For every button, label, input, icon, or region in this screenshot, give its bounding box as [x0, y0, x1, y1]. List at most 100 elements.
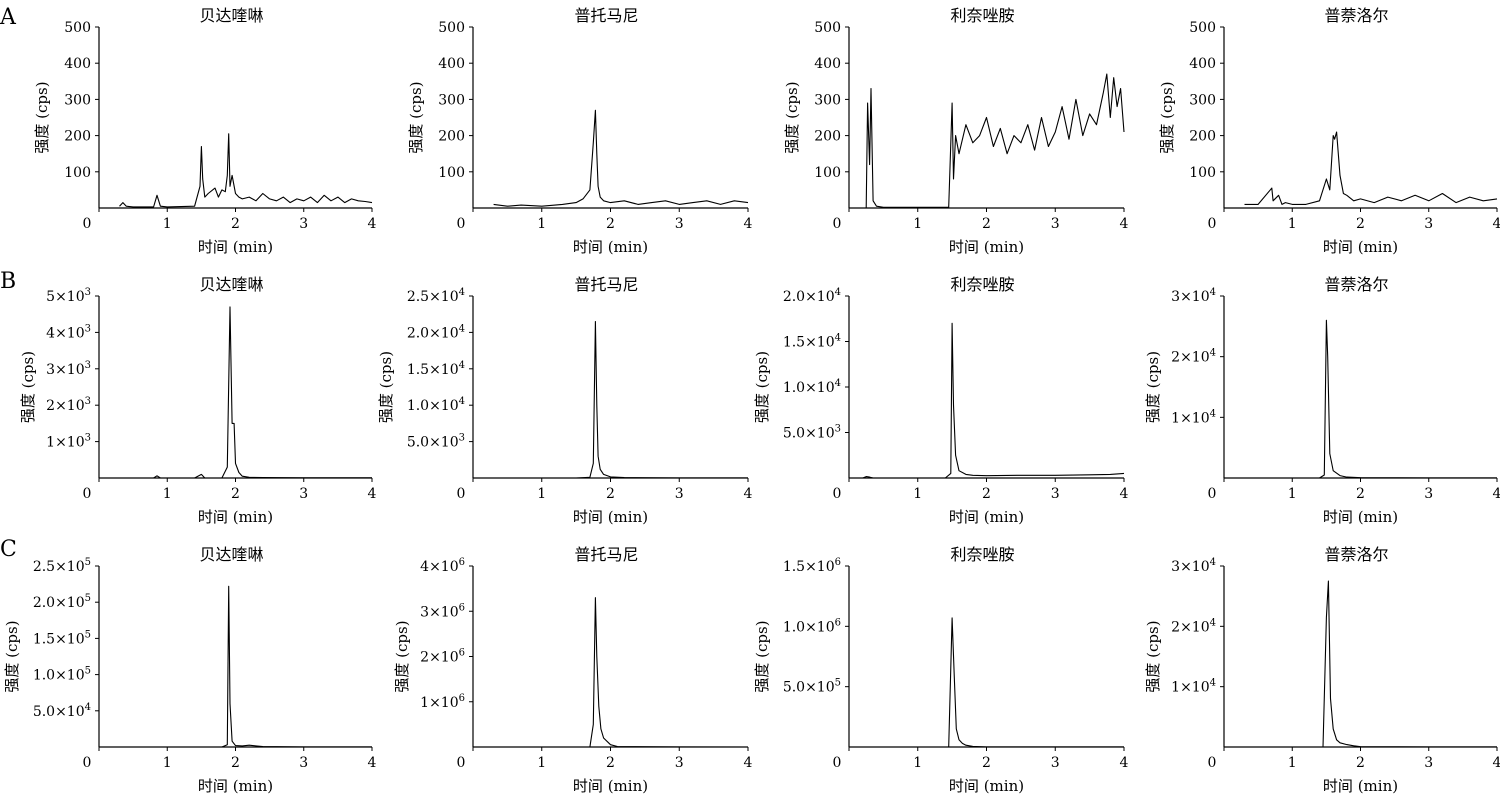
panel-a-3-y-tick-label: 100 [814, 165, 841, 181]
panel-b-4-title: 普萘洛尔 [1324, 275, 1388, 294]
panel-b-4-series-line [1244, 319, 1497, 479]
panel-c-3-y-tick-label: 1.5×106 [783, 557, 841, 575]
panel-c-4: 普萘洛尔 0 1 2 3 4 时间 (min) 1×104 2×104 3×104 强度 (cps) [1144, 545, 1500, 795]
panel-a-3-y-tick-label: 300 [814, 92, 841, 108]
panel-b-1: 贝达喹啉 0 1 2 3 4 时间 (min) 1×103 2×103 3×103 4×103 5×1… [19, 275, 377, 526]
panel-a-4-x-tick-label: 0 [1208, 216, 1217, 232]
panel-a-4-y-tick-label: 400 [1189, 56, 1216, 72]
row-label-a: A [0, 5, 17, 30]
panel-a-2-x-tick-label: 1 [537, 216, 546, 232]
panel-a-3-x-tick-label: 2 [982, 216, 991, 232]
panel-c-2-x-tick-label: 3 [675, 755, 684, 771]
panel-c-1-y-tick-label: 5.0×104 [33, 702, 91, 720]
panel-c-3-y-label: 强度 (cps) [753, 620, 771, 692]
panel-b-4-x-tick-label: 2 [1356, 486, 1365, 502]
panel-c-2-title: 普托马尼 [574, 545, 638, 564]
panel-a-2-series-line [493, 109, 749, 207]
panel-c-1-x-tick-label: 0 [83, 755, 92, 771]
panel-a-1-y-tick-label: 100 [64, 165, 91, 181]
panel-c-3-series-line [869, 617, 1124, 748]
panel-b-3-y-tick-label: 5.0×103 [783, 424, 841, 442]
panel-b-4-y-tick-label: 3×104 [1171, 287, 1216, 305]
panel-b-3-y-label: 强度 (cps) [753, 351, 771, 423]
panel-a-1-y-label: 强度 (cps) [33, 81, 51, 153]
panel-a-1-series-line [119, 133, 373, 208]
panel-b-4-y-label: 强度 (cps) [1144, 351, 1162, 423]
panel-c-3-title: 利奈唑胺 [950, 545, 1014, 564]
panel-b-4-y-tick-label: 1×104 [1171, 408, 1216, 426]
panel-c-2-y-tick-label: 3×106 [420, 602, 465, 620]
panel-c-3-x-tick-label: 3 [1051, 755, 1060, 771]
panel-c-4-x-tick-label: 2 [1356, 755, 1365, 771]
panel-c-4-title: 普萘洛尔 [1324, 545, 1388, 564]
panel-c-4-x-label: 时间 (min) [1323, 777, 1398, 795]
panel-a-3-x-tick-label: 0 [833, 216, 842, 232]
panel-b-1-x-label: 时间 (min) [198, 508, 273, 526]
panel-a-1-y-tick-label: 200 [64, 129, 91, 145]
panel-c-3-x-label: 时间 (min) [949, 777, 1024, 795]
panel-a-4-title: 普萘洛尔 [1324, 6, 1388, 25]
panel-b-2-x-tick-label: 0 [457, 486, 466, 502]
panel-a-4-y-tick-label: 100 [1189, 165, 1216, 181]
panel-a-3-y-tick-label: 400 [814, 56, 841, 72]
panel-b-3-series-line [862, 322, 1125, 479]
panel-c-1-x-label: 时间 (min) [198, 777, 273, 795]
row-label-c: C [0, 537, 17, 562]
panel-c-3-x-tick-label: 2 [982, 755, 991, 771]
panel-c-3: 利奈唑胺 0 1 2 3 4 时间 (min) 5.0×105 1.0×106 1.5×106 强度… [753, 545, 1129, 795]
panel-c-2-y-tick-label: 1×106 [420, 693, 465, 711]
panel-a-2-y-tick-label: 300 [438, 92, 465, 108]
panel-c-2: 普托马尼 0 1 2 3 4 时间 (min) 1×106 2×106 3×106 4×106 强度 … [393, 545, 753, 795]
panel-b-2-title: 普托马尼 [574, 275, 638, 294]
row-label-b: B [0, 269, 16, 294]
panel-a-3-series-line [865, 73, 1125, 209]
panel-c-1-y-tick-label: 2.5×105 [33, 557, 91, 575]
panel-a-3-x-tick-label: 1 [913, 216, 922, 232]
panel-c-1-x-tick-label: 1 [163, 755, 172, 771]
panel-b-1-x-tick-label: 4 [368, 486, 377, 502]
panel-c-4-x-tick-label: 4 [1493, 755, 1500, 771]
panel-c-3-x-tick-label: 4 [1120, 755, 1129, 771]
panel-c-3-x-tick-label: 1 [913, 755, 922, 771]
panel-a-4-x-tick-label: 3 [1424, 216, 1433, 232]
panel-b-3-x-tick-label: 2 [982, 486, 991, 502]
panel-a-4-x-label: 时间 (min) [1323, 238, 1398, 256]
panel-b-4-x-tick-label: 4 [1493, 486, 1500, 502]
panel-b-2-y-tick-label: 1.0×104 [407, 396, 465, 414]
panel-a-4-x-tick-label: 2 [1356, 216, 1365, 232]
panel-b-3: 利奈唑胺 0 1 2 3 4 时间 (min) 5.0×103 1.0×104 1.5×104 2.… [753, 275, 1129, 526]
panel-b-3-title: 利奈唑胺 [950, 275, 1014, 294]
panel-a-1-title: 贝达喹啉 [199, 6, 263, 25]
panel-a-3-y-tick-label: 500 [814, 20, 841, 36]
panel-c-2-x-tick-label: 0 [457, 755, 466, 771]
panel-b-2-x-tick-label: 1 [537, 486, 546, 502]
panel-b-2-series-line [493, 320, 748, 479]
panel-a-1: 贝达喹啉 0 1 2 3 4 时间 (min) 100 200 300 400 500 强度 (cps) [33, 6, 377, 256]
panel-b-4-x-tick-label: 3 [1424, 486, 1433, 502]
panel-b-2-y-label: 强度 (cps) [377, 351, 395, 423]
panel-c-4-y-tick-label: 3×104 [1171, 557, 1216, 575]
panel-a-3-y-label: 强度 (cps) [783, 81, 801, 153]
panel-b-3-x-tick-label: 1 [913, 486, 922, 502]
panel-b-1-y-tick-label: 5×103 [46, 287, 91, 305]
panel-a-2-y-tick-label: 500 [438, 20, 465, 36]
panel-c-1-y-tick-label: 1.0×105 [33, 666, 91, 684]
panel-c-2-series-line [493, 597, 749, 748]
panel-b-2-y-tick-label: 2.5×104 [407, 287, 465, 305]
panel-b-1-x-tick-label: 1 [163, 486, 172, 502]
panel-c-1: 贝达喹啉 0 1 2 3 4 时间 (min) 5.0×104 1.0×105 1.5×105 2.… [3, 545, 377, 795]
panel-b-1-x-tick-label: 0 [83, 486, 92, 502]
panel-b-1-y-tick-label: 2×103 [46, 396, 91, 414]
panel-c-2-y-label: 强度 (cps) [393, 620, 411, 692]
panel-b-3-x-tick-label: 3 [1051, 486, 1060, 502]
panel-a-2: 普托马尼 0 1 2 3 4 时间 (min) 100 200 300 400 500 强度 (cps) [407, 6, 753, 256]
panel-a-2-x-label: 时间 (min) [573, 238, 648, 256]
panel-a-1-x-tick-label: 3 [299, 216, 308, 232]
panel-b-4: 普萘洛尔 0 1 2 3 4 时间 (min) 1×104 2×104 3×104 强度 (cps) [1144, 275, 1500, 526]
panel-a-4-y-tick-label: 200 [1189, 129, 1216, 145]
panel-a-1-y-tick-label: 400 [64, 56, 91, 72]
panel-a-1-x-tick-label: 1 [163, 216, 172, 232]
panel-a-3-y-tick-label: 200 [814, 129, 841, 145]
panel-c-1-x-tick-label: 2 [231, 755, 240, 771]
